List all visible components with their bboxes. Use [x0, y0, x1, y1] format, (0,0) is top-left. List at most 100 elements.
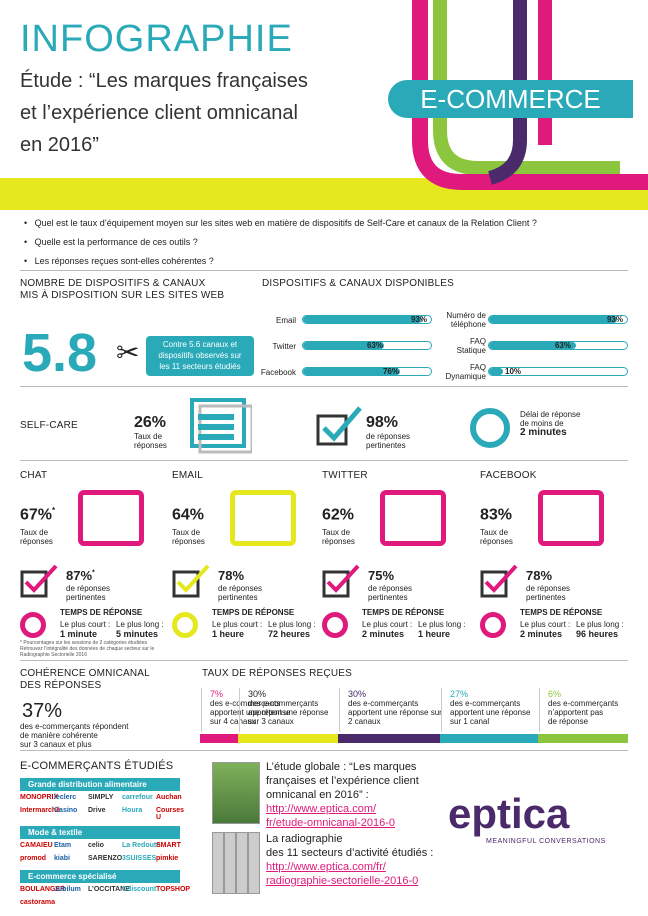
devices-title-1: NOMBRE DE DISPOSITIFS & CANAUX: [20, 278, 206, 289]
rate-segment-text: 30% des e-commerçants apportent une répons…: [248, 689, 329, 727]
channel-title: TWITTER: [322, 470, 368, 481]
clock-icon: [470, 408, 510, 448]
rate-segment-text: 30% des e-commerçants apportent une répons…: [348, 689, 442, 727]
channel-rate: 64%: [172, 506, 205, 524]
merchant-logo: Drive: [88, 807, 106, 814]
category-specialized: E-commerce spécialisé: [20, 870, 180, 883]
shortest-label: Le plus court :: [520, 620, 571, 629]
merchant-logo: Houra: [122, 807, 143, 814]
merchant-logo: TOPSHOP: [156, 886, 191, 893]
shortest-label: Le plus court :: [60, 620, 111, 629]
fashion-logos: CAMAIEU Etam celio La Redoute SMART promod kia…: [20, 842, 190, 868]
facebook-label: Facebook: [260, 368, 296, 377]
channel-rate: 62%: [322, 506, 355, 524]
checkbox-icon: [322, 564, 360, 598]
shortest-value: 1 minute: [60, 629, 98, 639]
merchant-logo: L’OCCITANE: [88, 886, 130, 893]
segment-divider: [441, 688, 442, 732]
eptica-logo: eptica: [448, 790, 570, 837]
phone-bar: 93%: [488, 315, 628, 324]
merchant-logo: Courses U: [156, 807, 185, 821]
channel-rate-label: Taux de réponses: [322, 528, 355, 546]
rate-segment-bar: [440, 734, 538, 743]
channel-rate: 67%*: [20, 506, 56, 524]
merchant-logo: Cdiscount: [122, 886, 157, 893]
shortest-value: 1 heure: [212, 629, 245, 639]
divider: [20, 660, 628, 661]
checkbox-icon: [172, 564, 210, 598]
merchant-logo: celio: [88, 842, 104, 849]
merchant-logo: promod: [20, 855, 47, 862]
coherence-title-1: COHÉRENCE OMNICANAL: [20, 668, 150, 679]
segment-divider: [201, 688, 202, 732]
study-line-3: en 2016”: [20, 134, 99, 156]
selfcare-relevant: 98%: [366, 414, 399, 431]
specialized-logos: BOULANGER Jubilum L’OCCITANE Cdiscount TOPSH…: [20, 886, 190, 912]
question-3: • Les réponses reçues sont-elles cohéren…: [24, 256, 214, 266]
selfcare-relevant-label: de réponses pertinentes: [366, 432, 411, 450]
rate-segment-bar: [338, 734, 440, 743]
channel-rate: 83%: [480, 506, 513, 524]
selfcare-title: SELF-CARE: [20, 420, 78, 431]
facebook-bar: 76%: [302, 367, 432, 376]
study-line-1: Étude : “Les marques françaises: [20, 70, 308, 92]
food-logos: MONOPRIX leclerc SIMPLY carrefour Auchan Inte…: [20, 794, 190, 824]
divider: [20, 750, 628, 751]
coherence-value: 37%: [22, 700, 63, 722]
channel-relevant: 78%: [526, 568, 553, 583]
twitter-bar: 63%: [302, 341, 432, 350]
question-1: • Quel est le taux d’équipement moyen su…: [24, 218, 537, 228]
rate-segment-text: 7% des e-commerçants apportent une réponse…: [210, 689, 291, 727]
segment-divider: [239, 688, 240, 732]
rates-title: TAUX DE RÉPONSES REÇUES: [202, 668, 353, 679]
longest-label: Le plus long :: [576, 620, 624, 629]
channel-relevant-label: de réponses pertinentes: [218, 584, 263, 602]
study-line-2: et l’expérience client omnicanal: [20, 102, 298, 124]
radiography-cover-image: [212, 832, 260, 894]
merchant-logo: SARENZO: [88, 855, 123, 862]
study-link-1[interactable]: http://www.eptica.com/fr/etude-omnicanal…: [266, 803, 396, 829]
segment-divider: [339, 688, 340, 732]
response-time-title: TEMPS DE RÉPONSE: [362, 608, 445, 617]
longest-value: 96 heures: [576, 629, 619, 639]
channel-icon: [230, 490, 296, 546]
merchant-logo: Etam: [54, 842, 72, 849]
merchant-logo: CAMAIEU: [20, 842, 53, 849]
rate-segment-bar: [200, 734, 238, 743]
channel-title: CHAT: [20, 470, 48, 481]
merchants-title: E-COMMERÇANTS ÉTUDIÉS: [20, 760, 174, 772]
channel-rate-label: Taux de réponses: [172, 528, 205, 546]
longest-value: 72 heures: [268, 629, 311, 639]
clock-icon: [172, 612, 198, 638]
merchant-logo: carrefour: [122, 794, 153, 801]
tools-icon: ✂: [116, 337, 140, 368]
radiography-intro: La radiographie des 11 secteurs d’activit…: [266, 833, 434, 859]
channel-icon: [380, 490, 446, 546]
study-link-2[interactable]: http://www.eptica.com/fr/radiographie-se…: [266, 861, 419, 887]
channel-relevant: 78%: [218, 568, 245, 583]
segment-divider: [539, 688, 540, 732]
faq-static-label: FAQ Statique: [456, 337, 486, 355]
merchant-logo: Casino: [54, 807, 78, 814]
longest-value: 1 heure: [418, 629, 451, 639]
merchant-logo: Jubilum: [54, 886, 81, 893]
phone-label: Numéro de téléphone: [446, 311, 486, 329]
divider: [20, 460, 628, 461]
faq-static-bar: 63%: [488, 341, 628, 350]
study-intro: L’étude globale : “Les marques françaises…: [266, 761, 419, 801]
checkbox-icon: [20, 564, 58, 598]
shortest-value: 2 minutes: [362, 629, 405, 639]
response-time-title: TEMPS DE RÉPONSE: [60, 608, 143, 617]
merchant-logo: leclerc: [54, 794, 77, 801]
category-fashion: Mode & textile: [20, 826, 180, 839]
header-decoration: [0, 0, 648, 210]
faq-dynamic-bar: 10%: [488, 367, 628, 376]
study-cover-image: [212, 762, 260, 824]
longest-label: Le plus long :: [268, 620, 316, 629]
longest-label: Le plus long :: [418, 620, 466, 629]
channel-relevant-label: de réponses pertinentes: [66, 584, 111, 602]
browser-icon: [190, 398, 252, 454]
checkbox-icon: [316, 406, 362, 446]
merchant-logo: BOULANGER: [20, 886, 66, 893]
channels-title: DISPOSITIFS & CANAUX DISPONIBLES: [262, 278, 455, 289]
